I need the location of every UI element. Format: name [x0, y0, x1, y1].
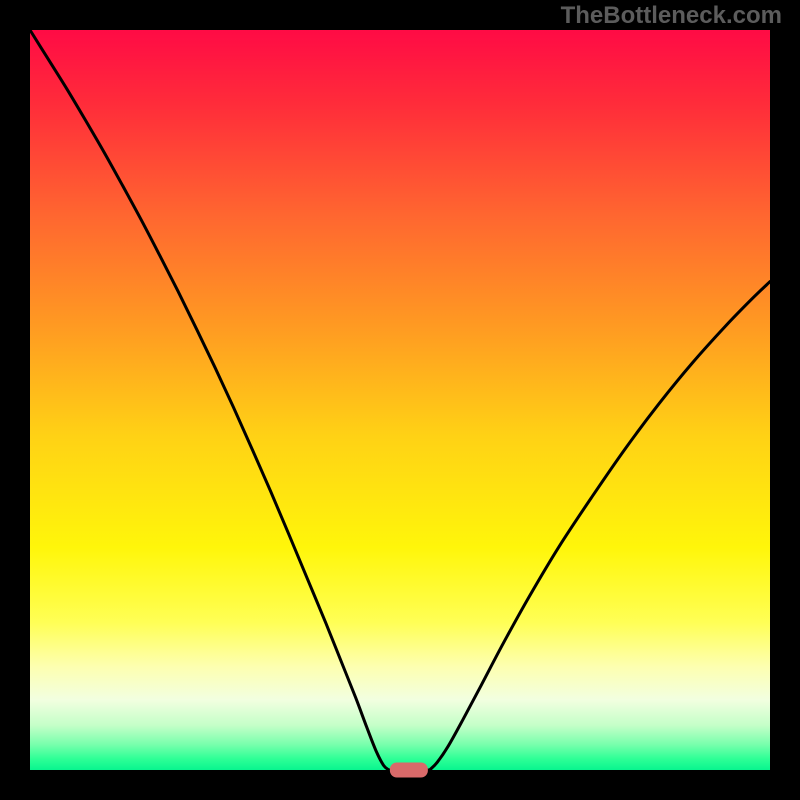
bottleneck-curve-right	[430, 282, 770, 770]
chart-container: TheBottleneck.com	[0, 0, 800, 800]
curve-layer	[0, 0, 800, 800]
watermark-text: TheBottleneck.com	[561, 2, 782, 30]
optimum-marker	[390, 763, 428, 778]
bottleneck-curve-left	[30, 30, 389, 770]
